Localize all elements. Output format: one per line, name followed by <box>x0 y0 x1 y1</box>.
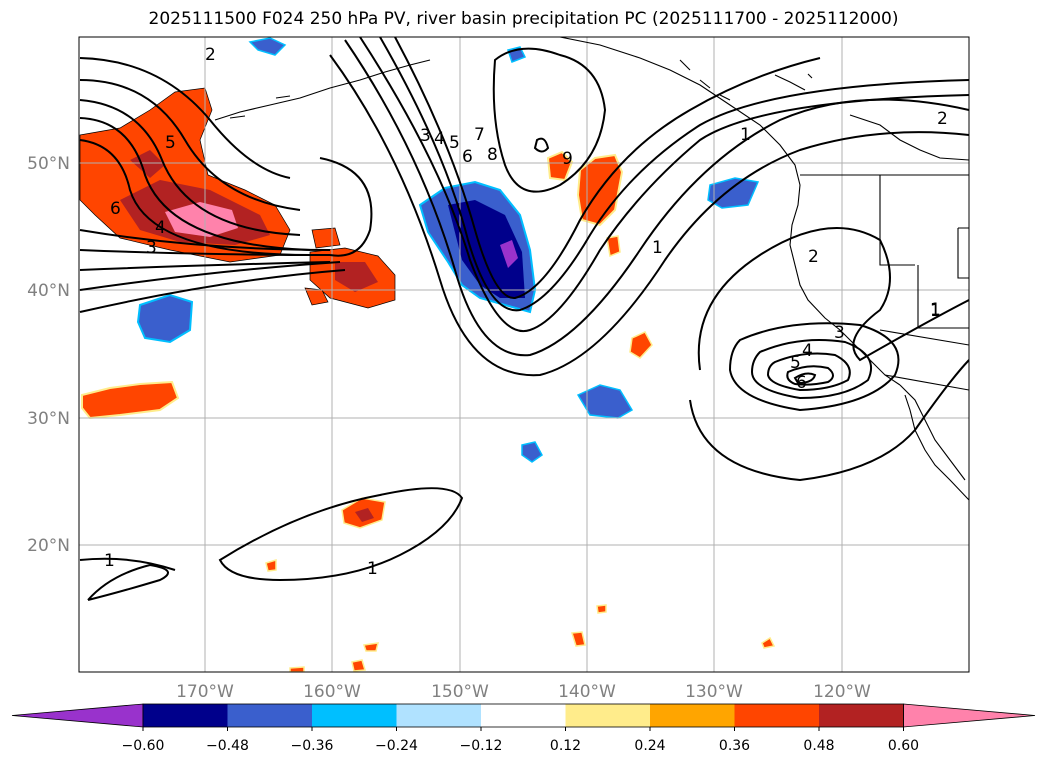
contour-label: 3 <box>420 126 431 146</box>
map-area: 2 6 5 4 3 3 4 5 6 7 8 9 1 1 2 1 2 3 4 5 … <box>79 37 969 672</box>
lon-label: 140°W <box>558 682 616 702</box>
colorbar-tick-label: −0.60 <box>122 738 165 754</box>
contour-label: 9 <box>562 149 573 169</box>
colorbar-tick-label: 0.48 <box>803 738 834 754</box>
contour-label: 1 <box>367 559 378 579</box>
lat-label: 40°N <box>27 281 70 301</box>
contour-label: 5 <box>790 353 801 373</box>
pv-contours <box>79 37 969 601</box>
contour-label: 1 <box>104 551 115 571</box>
contour-label: 3 <box>834 323 845 343</box>
colorbar-cell <box>312 704 397 727</box>
contour-labels: 2 6 5 4 3 3 4 5 6 7 8 9 1 1 2 1 2 3 4 5 … <box>104 45 948 579</box>
map-frame <box>78 36 970 673</box>
contour-label: 1 <box>930 300 941 320</box>
precip-shading <box>79 37 776 672</box>
colorbar-cell <box>565 704 651 727</box>
colorbar-tick-label: 0.12 <box>550 738 581 754</box>
latitude-labels: 50°N 40°N 30°N 20°N <box>27 154 70 556</box>
colorbar-tick-label: −0.36 <box>291 738 334 754</box>
lon-label: 170°W <box>176 682 234 702</box>
colorbar-tick-label: −0.24 <box>375 738 418 754</box>
contour-label: 2 <box>808 247 819 267</box>
longitude-labels: 170°W 160°W 150°W 140°W 130°W 120°W <box>176 682 871 702</box>
colorbar-tick-label: −0.48 <box>206 738 249 754</box>
contour-label: 2 <box>937 109 948 129</box>
gridlines <box>79 37 969 672</box>
lon-label: 120°W <box>813 682 871 702</box>
colorbar-cell <box>143 704 228 727</box>
contour-label: 2 <box>205 45 216 65</box>
contour-label: 4 <box>802 341 813 361</box>
contour-label: 3 <box>146 238 157 258</box>
contour-label: 1 <box>740 125 751 145</box>
contour-label: 1 <box>652 238 663 258</box>
contour-label: 4 <box>155 218 166 238</box>
contour-label: 6 <box>796 373 807 393</box>
colorbar: −0.60 −0.48 −0.36 −0.24 −0.12 0.12 0.24 0.36 0.4… <box>11 703 1036 754</box>
colorbar-cell <box>227 704 313 727</box>
colorbar-frame <box>142 703 904 728</box>
colorbar-tick-label: 0.24 <box>634 738 665 754</box>
contour-label: 7 <box>474 125 485 145</box>
contour-label: 6 <box>462 147 473 167</box>
colorbar-cell <box>396 704 482 727</box>
colorbar-cell <box>734 704 820 727</box>
lat-label: 20°N <box>27 536 70 556</box>
contour-label: 4 <box>434 129 445 149</box>
lon-label: 130°W <box>685 682 743 702</box>
colorbar-cell <box>819 704 904 727</box>
lat-label: 50°N <box>27 154 70 174</box>
map-title: 2025111500 F024 250 hPa PV, river basin … <box>148 9 899 29</box>
colorbar-cell <box>481 704 566 727</box>
lon-label: 150°W <box>431 682 489 702</box>
lat-label: 30°N <box>27 409 70 429</box>
lon-label: 160°W <box>303 682 361 702</box>
contour-label: 5 <box>165 133 176 153</box>
colorbar-cell <box>650 704 735 727</box>
contour-label: 8 <box>487 145 498 165</box>
contour-label: 5 <box>449 133 460 153</box>
colorbar-extend-low <box>11 703 144 728</box>
colorbar-tick-label: 0.60 <box>888 738 919 754</box>
contour-label: 6 <box>110 199 121 219</box>
colorbar-tick-label: −0.12 <box>460 738 503 754</box>
colorbar-extend-high <box>903 703 1036 728</box>
colorbar-tick-label: 0.36 <box>719 738 750 754</box>
contour-label: 1 <box>930 301 941 321</box>
